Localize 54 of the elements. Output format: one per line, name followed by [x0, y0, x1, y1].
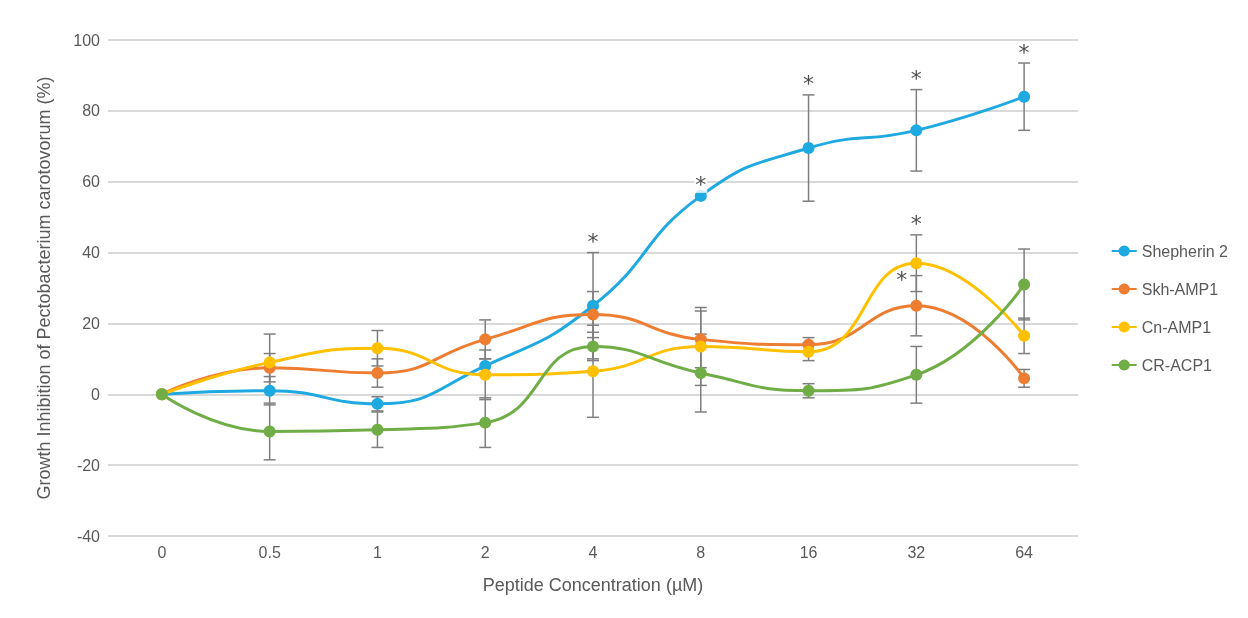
- x-tick-label: 0.5: [258, 543, 281, 561]
- x-tick-label: 1: [372, 543, 382, 561]
- point: [910, 257, 923, 270]
- annotation: *: [1018, 39, 1030, 65]
- annotation: *: [695, 172, 707, 198]
- point: [1018, 372, 1031, 385]
- point: [694, 340, 707, 353]
- point: [910, 124, 923, 137]
- x-tick-label: 64: [1015, 543, 1034, 561]
- point: [694, 367, 707, 380]
- y-tick-label: 40: [82, 244, 101, 262]
- x-tick-label: 0: [157, 543, 167, 561]
- point: [371, 367, 384, 380]
- annotation: *: [910, 211, 922, 237]
- legend-label: Cn-AMP1: [1141, 318, 1212, 336]
- x-axis-title: Peptide Concentration (µM): [482, 575, 704, 595]
- annotation: *: [910, 66, 922, 92]
- point: [479, 416, 492, 429]
- annotation: *: [896, 267, 908, 293]
- point: [1018, 278, 1031, 291]
- x-tick-label: 32: [907, 543, 926, 561]
- point: [479, 368, 492, 381]
- legend-label: Skh-AMP1: [1141, 280, 1219, 298]
- x-tick-label: 4: [588, 543, 598, 561]
- point: [587, 340, 599, 353]
- legend-label: Shepherin 2: [1141, 242, 1229, 260]
- y-tick-label: 60: [82, 173, 101, 191]
- legend-label: CR-ACP1: [1141, 356, 1213, 374]
- point: [263, 384, 276, 397]
- x-tick-label: 8: [696, 543, 706, 561]
- x-tick-label: 2: [480, 543, 490, 561]
- y-tick-label: 80: [82, 102, 101, 120]
- point: [802, 142, 815, 155]
- point: [371, 423, 384, 436]
- y-tick-label: 100: [73, 31, 101, 49]
- point: [371, 342, 384, 355]
- point: [479, 333, 492, 346]
- y-tick-label: 20: [82, 314, 101, 332]
- point: [587, 365, 599, 378]
- point: [1018, 90, 1031, 103]
- point: [263, 356, 276, 369]
- point: [263, 425, 276, 438]
- point: [1018, 329, 1031, 342]
- point: [802, 345, 815, 358]
- point: [910, 299, 923, 312]
- point: [587, 308, 599, 321]
- point: [910, 368, 923, 381]
- y-axis-title: Growth Inhibition of Pectobacterium carotovorum (%): [34, 76, 54, 500]
- annotation: *: [587, 229, 599, 255]
- y-tick-label: 0: [91, 385, 101, 403]
- y-tick-label: -40: [76, 527, 101, 545]
- annotation: *: [803, 71, 815, 97]
- x-tick-label: 16: [799, 543, 818, 561]
- y-tick-label: -20: [76, 456, 101, 474]
